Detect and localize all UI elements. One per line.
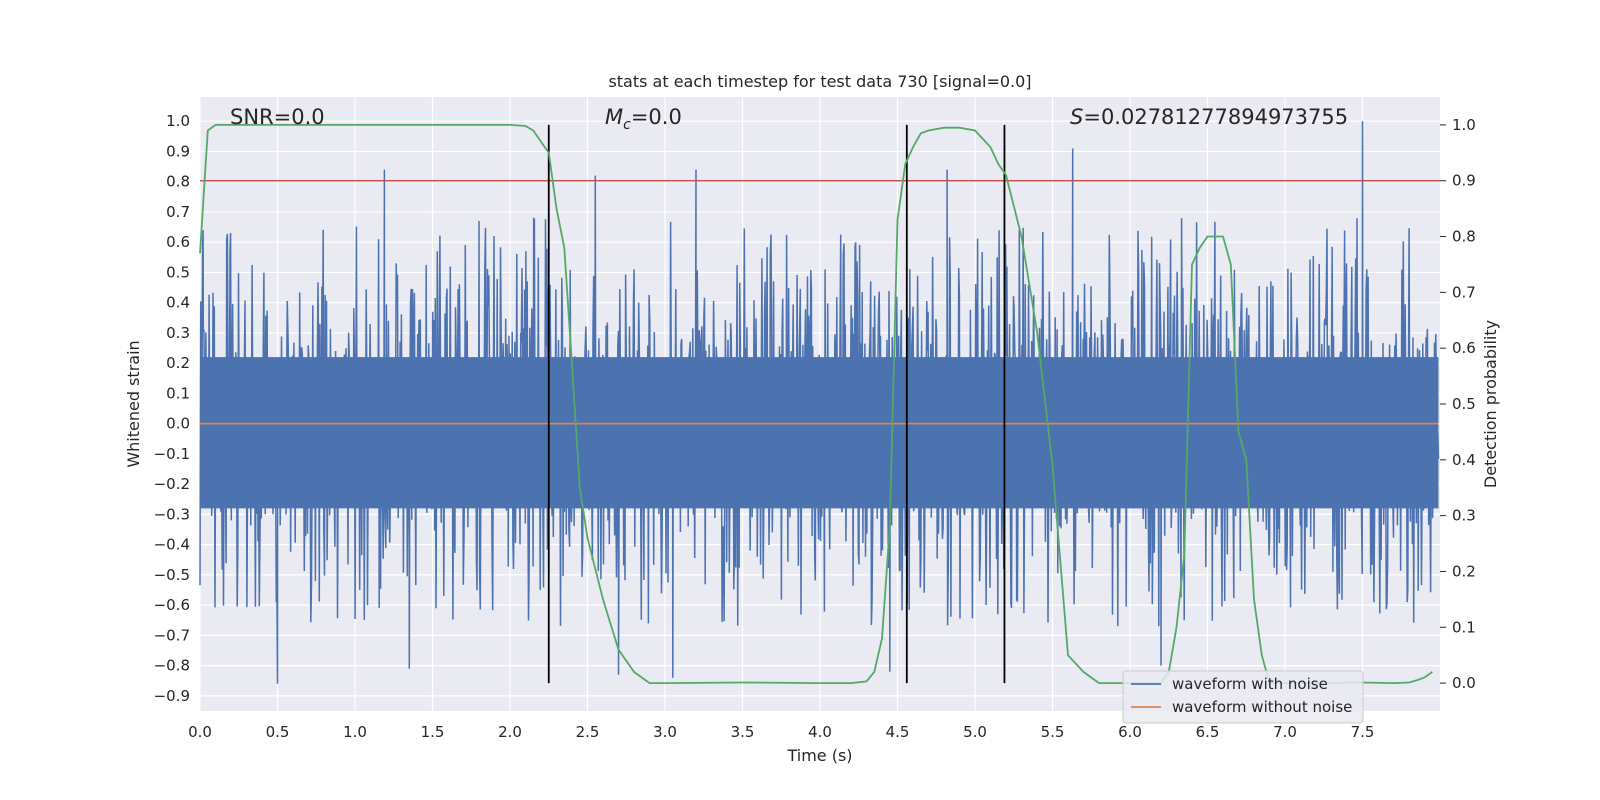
x-tick-label: 1.0 (343, 723, 367, 741)
vertical-markers (547, 124, 1006, 684)
y-tick-label: 0.0 (166, 415, 190, 433)
mc-subscript: c (623, 117, 631, 133)
right-y-tick-label: 1.0 (1452, 116, 1476, 134)
y-tick-label: −0.2 (154, 475, 190, 493)
right-y-tick-label: 0.9 (1452, 172, 1476, 190)
legend: waveform with noise waveform without noi… (1122, 670, 1364, 724)
legend-label-noise: waveform with noise (1172, 675, 1328, 693)
y-tick-label: 0.1 (166, 384, 190, 402)
right-y-tick-label: 0.2 (1452, 562, 1476, 580)
y-tick-label: 0.7 (166, 203, 190, 221)
y-tick-label: −0.9 (154, 687, 190, 705)
x-tick-label: 0.0 (188, 723, 212, 741)
x-tick-label: 3.5 (731, 723, 755, 741)
right-y-tick-label: 0.1 (1452, 618, 1476, 636)
x-axis-ticks: 0.0 0.5 1.0 1.5 2.0 2.5 3.0 3.5 4.0 4.5 5.0 5.5 6.0 6… (188, 723, 1374, 741)
right-y-axis-label: Detection probability (1481, 320, 1500, 488)
mc-annotation: Mc=0.0 (605, 105, 682, 133)
y-tick-label: 1.0 (166, 112, 190, 130)
mc-symbol: M (605, 105, 623, 129)
x-tick-label: 7.0 (1273, 723, 1297, 741)
s-symbol: S (1070, 105, 1083, 129)
y-tick-label: −0.8 (154, 657, 190, 675)
y-tick-label: −0.1 (154, 445, 190, 463)
y-tick-label: 0.5 (166, 263, 190, 281)
y-tick-label: 0.8 (166, 173, 190, 191)
x-tick-label: 7.5 (1351, 723, 1375, 741)
y-tick-label: 0.9 (166, 142, 190, 160)
y-tick-label: −0.3 (154, 505, 190, 523)
right-y-tick-label: 0.5 (1452, 395, 1476, 413)
right-y-tick-label: 0.8 (1452, 228, 1476, 246)
y-tick-label: −0.7 (154, 626, 190, 644)
noise-series (199, 121, 1440, 684)
right-y-tick-label: 0.4 (1452, 451, 1476, 469)
x-tick-label: 6.5 (1196, 723, 1220, 741)
x-tick-label: 5.0 (963, 723, 987, 741)
y-tick-label: −0.4 (154, 536, 190, 554)
x-tick-label: 1.5 (421, 723, 445, 741)
waveform-with-noise-core (200, 357, 1439, 509)
x-tick-label: 6.0 (1118, 723, 1142, 741)
y-axis-label: Whitened strain (124, 340, 143, 467)
y-tick-label: 0.2 (166, 354, 190, 372)
snr-annotation: SNR=0.0 (230, 105, 325, 129)
right-y-tick-label: 0.7 (1452, 283, 1476, 301)
x-tick-label: 2.5 (576, 723, 600, 741)
detection-probability-line (199, 124, 1433, 685)
y-tick-label: −0.6 (154, 596, 190, 614)
y-tick-label: −0.5 (154, 566, 190, 584)
legend-box (1122, 670, 1364, 724)
y-axis-ticks: 1.0 0.9 0.8 0.7 0.6 0.5 0.4 0.3 0.2 0.1 0.0 −0.1 −0.… (154, 112, 190, 705)
y-tick-label: 0.6 (166, 233, 190, 251)
x-tick-label: 3.0 (653, 723, 677, 741)
right-y-tick-label: 0.3 (1452, 507, 1476, 525)
s-value: =0.02781277894973755 (1083, 105, 1348, 129)
right-y-axis-ticks: 1.0 0.9 0.8 0.7 0.6 0.5 0.4 0.3 0.2 0.1 0.0 (1440, 116, 1476, 692)
y-tick-label: 0.3 (166, 324, 190, 342)
mc-value: =0.0 (631, 105, 682, 129)
legend-label-clean: waveform without noise (1172, 698, 1352, 716)
y-tick-label: 0.4 (166, 294, 190, 312)
x-axis-label: Time (s) (786, 746, 852, 765)
x-tick-label: 5.5 (1041, 723, 1065, 741)
right-y-tick-label: 0.0 (1452, 674, 1476, 692)
chart-title: stats at each timestep for test data 730… (608, 72, 1031, 91)
x-tick-label: 2.0 (498, 723, 522, 741)
right-y-tick-label: 0.6 (1452, 339, 1476, 357)
x-tick-label: 0.5 (266, 723, 290, 741)
x-tick-label: 4.5 (886, 723, 910, 741)
x-tick-label: 4.0 (808, 723, 832, 741)
s-annotation: S=0.02781277894973755 (1070, 105, 1348, 129)
